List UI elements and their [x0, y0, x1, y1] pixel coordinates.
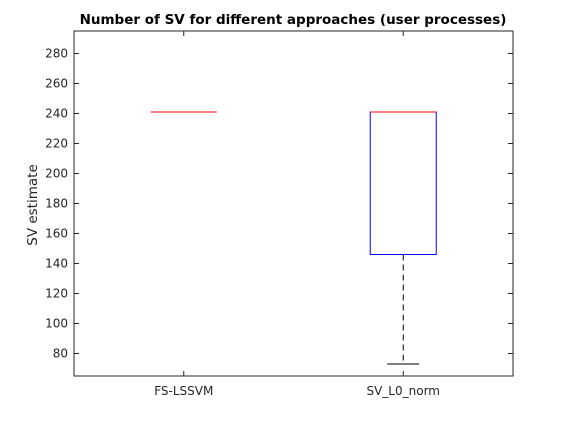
y-tick-label: 100	[45, 317, 68, 331]
y-tick-label: 240	[45, 107, 68, 121]
boxplot-series	[150, 111, 437, 365]
y-tick-label: 120	[45, 287, 68, 301]
x-axis-ticks: FS-LSSVM SV_L0_norm	[154, 31, 440, 398]
y-tick-label: 260	[45, 77, 68, 91]
y-tick-label: 160	[45, 227, 68, 241]
box-SV_L0_norm	[369, 111, 437, 365]
y-axis-label: SV estimate	[25, 164, 41, 246]
y-tick-label: 220	[45, 137, 68, 151]
y-axis-ticks: 80 100 120 140 160 180 200 220 240 260 280	[45, 47, 513, 361]
x-tick-label: SV_L0_norm	[366, 384, 440, 398]
chart-title: Number of SV for different approaches (u…	[80, 12, 507, 28]
y-tick-label: 180	[45, 197, 68, 211]
plot-area	[73, 30, 514, 377]
y-tick-label: 80	[53, 347, 68, 361]
y-tick-label: 280	[45, 47, 68, 61]
y-tick-label: 200	[45, 167, 68, 181]
y-tick-label: 140	[45, 257, 68, 271]
x-tick-label: FS-LSSVM	[154, 384, 213, 398]
